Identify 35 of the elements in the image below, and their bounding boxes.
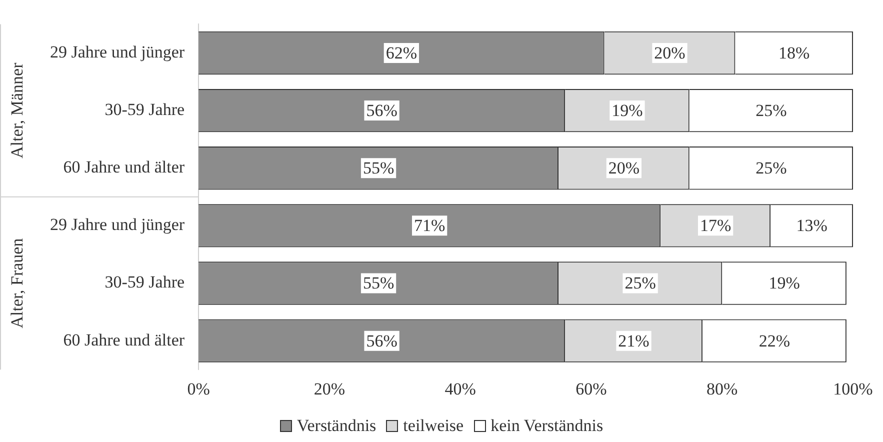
data-label: 25% <box>624 274 656 293</box>
y-tick-label: 30-59 Jahre <box>104 272 185 292</box>
text: Alter, Männer <box>7 62 26 158</box>
data-label: 21% <box>618 331 650 350</box>
y-tick-label: 30-59 Jahre <box>104 100 185 120</box>
data-label: 19% <box>612 101 643 120</box>
data-label: 55% <box>362 274 394 293</box>
data-label: 13% <box>796 216 828 236</box>
data-label: 25% <box>756 101 787 120</box>
legend-label: Verständnis <box>296 416 376 436</box>
data-label: 17% <box>700 216 732 236</box>
x-tick-label: 40% <box>444 379 476 398</box>
data-label: 56% <box>366 331 398 350</box>
data-label: 20% <box>654 43 686 62</box>
y-tick-label: 60 Jahre und älter <box>63 330 185 350</box>
y-tick-label: 60 Jahre und älter <box>63 158 185 177</box>
data-label: 62% <box>386 43 418 62</box>
x-tick-label: 80% <box>706 379 738 398</box>
data-label: 25% <box>756 158 787 178</box>
y-tick-label: 29 Jahre und jünger <box>50 215 185 234</box>
text: Alter, Frauen <box>7 238 26 328</box>
y-tick-label: 29 Jahre und jünger <box>50 42 185 62</box>
data-label: 19% <box>768 274 800 293</box>
legend-label: kein Verständnis <box>490 416 604 436</box>
x-tick-label: 20% <box>314 379 346 398</box>
data-label: 56% <box>366 101 398 120</box>
legend-label: teilweise <box>403 416 464 436</box>
data-label: 71% <box>414 216 446 236</box>
data-label: 55% <box>362 158 394 178</box>
data-label: 20% <box>608 158 640 178</box>
x-tick-label: 60% <box>576 379 607 398</box>
x-tick-label: 0% <box>187 379 210 398</box>
data-label: 18% <box>778 43 810 62</box>
x-tick-label: 100% <box>833 379 873 398</box>
data-label: 22% <box>758 331 790 350</box>
